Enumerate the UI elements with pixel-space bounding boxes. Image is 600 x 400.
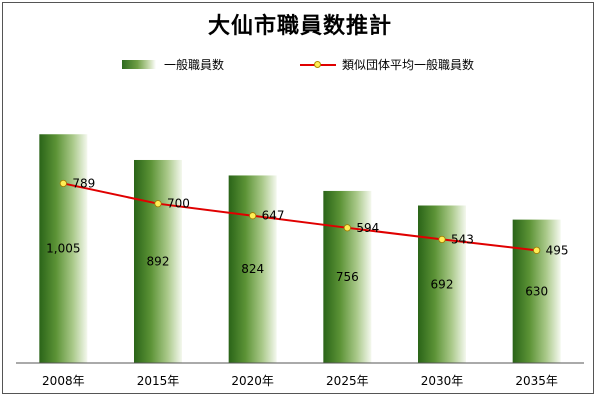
bar-value-label-5: 630 [525, 284, 548, 298]
line-value-label-0: 789 [72, 176, 95, 190]
legend-label-bars: 一般職員数 [164, 57, 225, 72]
legend: 一般職員数 類似団体平均一般職員数 [0, 56, 600, 72]
legend-item-bars: 一般職員数 [122, 56, 224, 72]
legend-item-line: 類似団体平均一般職員数 [300, 56, 474, 72]
bar-3 [323, 190, 372, 363]
line-point-2 [249, 212, 257, 220]
bar-0 [39, 134, 88, 363]
line-value-label-2: 647 [262, 209, 285, 223]
bar-value-label-4: 692 [431, 277, 454, 291]
x-tick-label-0: 2008年 [42, 374, 85, 388]
bar-4 [418, 205, 466, 363]
line-value-label-4: 543 [451, 232, 474, 246]
legend-bar-swatch [122, 59, 156, 69]
line-series [63, 182, 537, 252]
legend-line-swatch [300, 60, 336, 69]
x-tick-label-4: 2030年 [421, 374, 464, 388]
bar-1 [134, 159, 182, 363]
line-value-label-1: 700 [167, 197, 190, 211]
line-value-label-5: 495 [546, 243, 569, 257]
bar-value-label-0: 1,005 [46, 242, 80, 256]
bar-value-label-2: 824 [241, 262, 264, 276]
line-point-1 [154, 200, 162, 208]
bar-value-label-1: 892 [147, 254, 170, 268]
legend-label-line: 類似団体平均一般職員数 [342, 57, 475, 72]
chart-title: 大仙市職員数推計 [207, 14, 392, 39]
x-tick-label-5: 2035年 [515, 374, 558, 388]
line-point-3 [343, 224, 351, 232]
line-point-0 [59, 179, 67, 188]
x-tick-label-3: 2025年 [326, 374, 369, 388]
x-tick-label-1: 2015年 [137, 374, 180, 388]
bar-5 [512, 219, 561, 363]
line-point-4 [438, 235, 446, 244]
bar-value-label-3: 756 [336, 270, 359, 284]
line-value-label-3: 594 [356, 221, 379, 235]
line-point-5 [533, 246, 541, 254]
bar-2 [228, 175, 277, 363]
x-tick-label-2: 2020年 [231, 374, 274, 388]
chart-frame [2, 2, 594, 394]
